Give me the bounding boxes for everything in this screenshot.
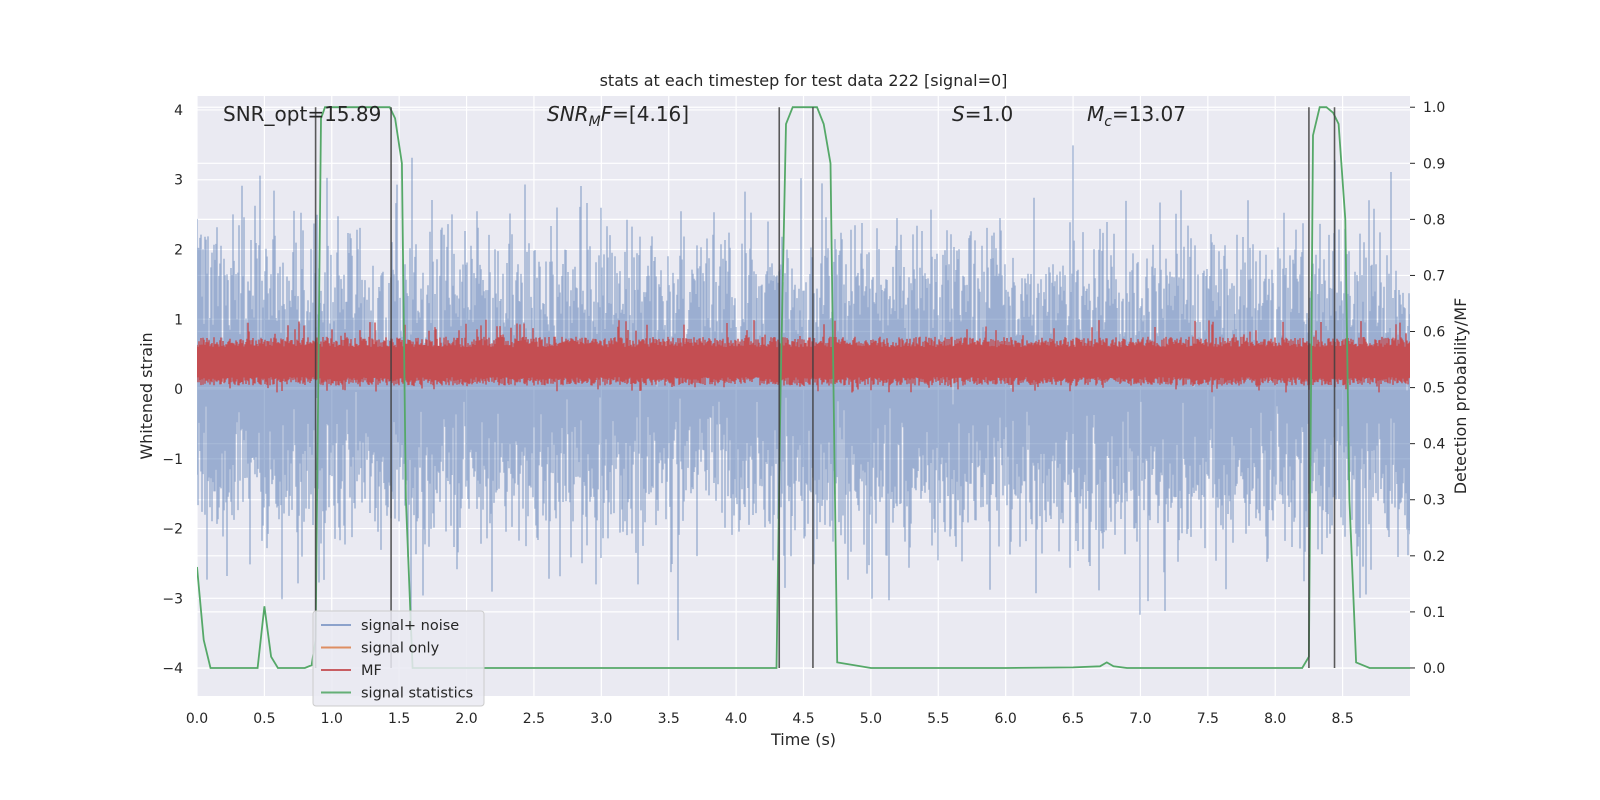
y-tick-label-right: 0.0 <box>1423 661 1445 677</box>
y-tick-label-right: 0.1 <box>1423 605 1445 621</box>
ticks: 0.0 0.5 1.0 1.5 2.0 2.5 3.0 3.5 4.0 4.5 5.0 5.5 6.0 6… <box>162 100 1445 727</box>
x-tick-label: 4.0 <box>725 711 747 727</box>
annot-sub: c <box>1104 114 1112 130</box>
annotation-mc: Mc=13.07 <box>1087 102 1186 130</box>
y-tick-label-right: 0.2 <box>1423 549 1445 565</box>
y-axis-label-left: Whitened strain <box>137 332 156 459</box>
annot-part: S <box>952 102 965 126</box>
annotation-s: S=1.0 <box>952 102 1013 126</box>
data-layer <box>197 106 1410 669</box>
y-tick-label-right: 0.5 <box>1423 381 1445 397</box>
annot-part: =13.07 <box>1112 102 1186 126</box>
y-tick-label-right: 0.3 <box>1423 493 1445 509</box>
x-tick-label: 5.5 <box>927 711 949 727</box>
annot-part: SNR <box>547 102 589 126</box>
x-tick-label: 0.0 <box>186 711 208 727</box>
annot-part: F <box>601 102 613 126</box>
x-tick-label: 3.5 <box>658 711 680 727</box>
x-tick-label: 4.5 <box>792 711 814 727</box>
y-tick-label-left: 4 <box>174 103 183 119</box>
y-tick-label-left: −4 <box>162 661 183 677</box>
series-signal-statistics <box>197 106 1410 669</box>
y-axis-label-right: Detection probability/MF <box>1451 298 1470 495</box>
x-tick-label: 2.0 <box>455 711 477 727</box>
y-tick-label-right: 0.8 <box>1423 212 1445 228</box>
x-tick-label: 7.5 <box>1197 711 1219 727</box>
y-tick-label-right: 0.9 <box>1423 156 1445 172</box>
legend: signal+ noise signal only MF signal statist… <box>312 610 485 707</box>
legend-label: signal statistics <box>361 686 473 702</box>
x-tick-label: 2.5 <box>523 711 545 727</box>
x-tick-label: 1.5 <box>388 711 410 727</box>
series-mf <box>197 319 1410 393</box>
y-tick-label-left: −3 <box>162 591 183 607</box>
x-tick-label: 0.5 <box>253 711 275 727</box>
legend-box <box>312 610 485 707</box>
annotation-snr-opt: SNR_opt=15.89 <box>223 102 381 126</box>
x-tick-label: 5.0 <box>860 711 882 727</box>
y-tick-label-right: 0.4 <box>1423 437 1445 453</box>
annot-part: M <box>1087 102 1104 126</box>
annot-part: =[4.16] <box>612 102 689 126</box>
annotation-snr-mf: SNRMF=[4.16] <box>547 102 689 130</box>
y-tick-label-left: −2 <box>162 522 183 538</box>
x-tick-label: 7.0 <box>1129 711 1151 727</box>
x-tick-label: 6.0 <box>995 711 1017 727</box>
x-tick-label: 6.5 <box>1062 711 1084 727</box>
x-axis-label: Time (s) <box>770 730 836 749</box>
legend-label: MF <box>361 663 382 679</box>
y-tick-label-right: 0.6 <box>1423 325 1445 341</box>
y-tick-label-left: 3 <box>174 173 183 189</box>
annotations: SNR_opt=15.89 SNRMF=[4.16] S=1.0 Mc=13.0… <box>223 102 1186 130</box>
y-tick-label-right: 0.7 <box>1423 268 1445 284</box>
y-tick-label-right: 1.0 <box>1423 100 1445 116</box>
chart-title: stats at each timestep for test data 222… <box>600 71 1008 90</box>
x-tick-label: 1.0 <box>321 711 343 727</box>
legend-label: signal only <box>361 641 440 657</box>
legend-label: signal+ noise <box>361 618 459 634</box>
y-tick-label-left: −1 <box>162 452 183 468</box>
y-tick-label-left: 2 <box>174 242 183 258</box>
x-tick-label: 8.5 <box>1331 711 1353 727</box>
y-tick-label-left: 1 <box>174 312 183 328</box>
annot-sub: M <box>589 114 601 130</box>
y-tick-label-left: 0 <box>174 382 183 398</box>
annot-part: =1.0 <box>965 102 1014 126</box>
x-tick-label: 3.0 <box>590 711 612 727</box>
x-tick-label: 8.0 <box>1264 711 1286 727</box>
